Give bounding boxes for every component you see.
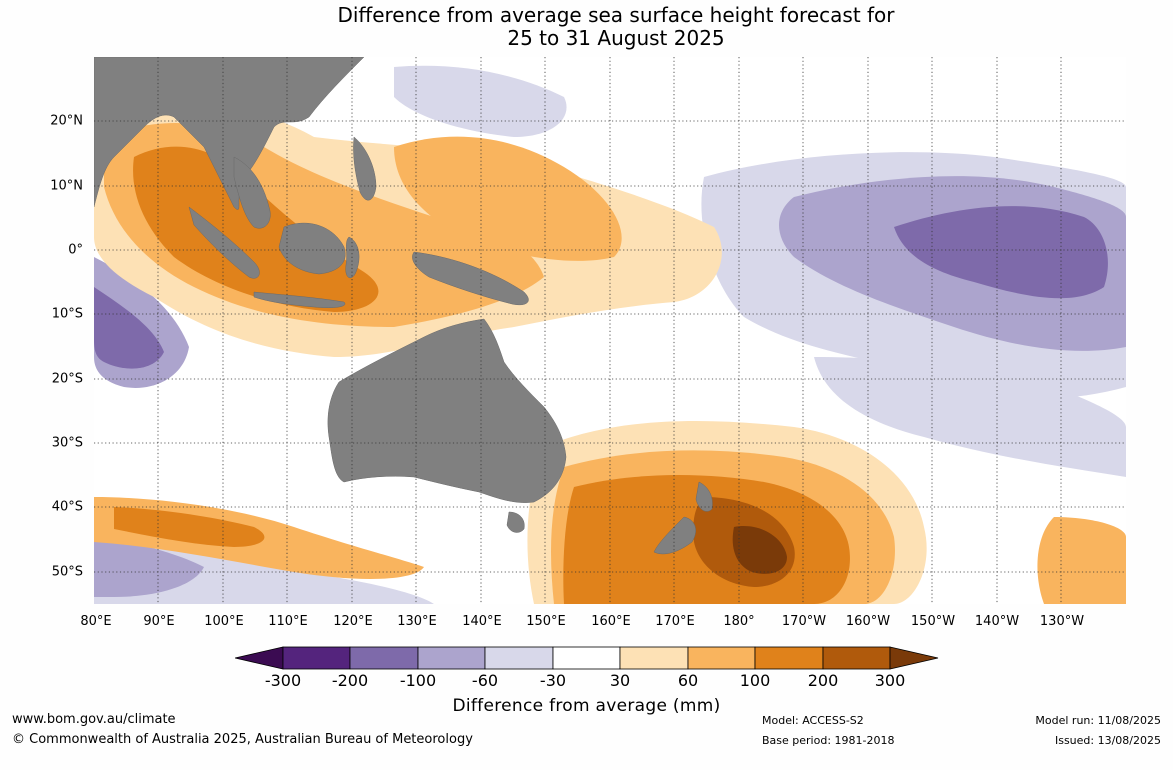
lon-label-130e: 130°E <box>397 614 437 629</box>
lon-label-180: 180° <box>723 614 755 629</box>
anomaly-zone-new-zealand-max <box>732 526 787 574</box>
lat-label-20s: 20°S <box>51 371 83 387</box>
lon-label-170e: 170°E <box>655 614 695 629</box>
anomaly-zone-southern-indian-core <box>114 507 265 547</box>
land-australia <box>327 318 567 503</box>
anomaly-zone-southern-ocean-west-core <box>94 537 204 597</box>
anomaly-zone-warm-pool <box>394 136 622 261</box>
lat-label-0: 0° <box>68 242 83 258</box>
title-line-1: Difference from average sea surface heig… <box>337 3 895 27</box>
lat-label-40s: 40°S <box>51 499 83 515</box>
lon-label-130w: 130°W <box>1039 614 1085 629</box>
anomaly-zone-east-pacific-south <box>814 357 1126 477</box>
lat-label-20n: 20°N <box>50 113 83 129</box>
anomaly-zone-east-pacific-south-high <box>1037 517 1126 604</box>
map-title: Difference from average sea surface heig… <box>0 4 1173 50</box>
title-line-2: 25 to 31 August 2025 <box>507 26 725 50</box>
lon-label-170w: 170°W <box>781 614 827 629</box>
colorbar-segment-gt-300 <box>889 646 939 670</box>
colorbar <box>235 646 939 670</box>
footer-model-run: Model run: 11/08/2025 <box>1035 714 1161 727</box>
land-new-zealand-north <box>695 481 713 512</box>
land-sumatra <box>188 206 260 279</box>
land-tasmania <box>506 511 525 533</box>
lon-label-140e: 140°E <box>462 614 502 629</box>
lon-label-150w: 150°W <box>910 614 956 629</box>
colorbar-segment-100-200 <box>754 646 824 670</box>
anomaly-zone-indian-ocean-core <box>94 287 164 369</box>
land-indochina <box>233 156 271 229</box>
lon-label-120e: 120°E <box>333 614 373 629</box>
lat-label-30s: 30°S <box>51 435 83 451</box>
anomaly-map <box>94 57 1126 604</box>
colorbar-segment-200-300 <box>822 646 891 670</box>
lon-label-140w: 140°W <box>974 614 1020 629</box>
colorbar-segment-200-100 <box>349 646 419 670</box>
colorbar-tick--30: -30 <box>539 671 567 690</box>
colorbar-tick-30: 30 <box>609 671 631 690</box>
land-asia <box>94 57 365 210</box>
colorbar-segment-100-60 <box>417 646 486 670</box>
lon-label-90e: 90°E <box>143 614 175 629</box>
colorbar-tick-100: 100 <box>739 671 771 690</box>
colorbar-tick--60: -60 <box>471 671 499 690</box>
footer-copyright: © Commonwealth of Australia 2025, Austra… <box>12 732 473 747</box>
lon-label-80e: 80°E <box>80 614 112 629</box>
land-masses <box>94 57 713 555</box>
colorbar-segment-300-200 <box>282 646 351 670</box>
lon-label-160e: 160°E <box>591 614 631 629</box>
anomaly-zone-central-pacific-deep <box>894 206 1108 299</box>
lon-label-160w: 160°W <box>845 614 891 629</box>
colorbar-tick-60: 60 <box>677 671 699 690</box>
lat-label-50s: 50°S <box>51 564 83 580</box>
colorbar-segment-60-30 <box>484 646 554 670</box>
colorbar-tick--100: -100 <box>399 671 437 690</box>
anomaly-zone-north-pacific <box>394 65 567 137</box>
land-new-guinea <box>412 251 529 306</box>
lon-label-100e: 100°E <box>204 614 244 629</box>
land-borneo <box>278 222 346 275</box>
colorbar-tick-200: 200 <box>807 671 839 690</box>
colorbar-segment-30-30 <box>552 646 621 670</box>
lat-label-10s: 10°S <box>51 306 83 322</box>
colorbar-title: Difference from average (mm) <box>452 696 721 716</box>
land-philippines <box>353 136 377 201</box>
colorbar-segment-60-100 <box>687 646 756 670</box>
land-java <box>253 291 346 309</box>
colorbar-tick-300: 300 <box>874 671 906 690</box>
grid-lines <box>94 57 1126 604</box>
colorbar-tick--300: -300 <box>264 671 302 690</box>
lon-label-110e: 110°E <box>268 614 308 629</box>
footer-url[interactable]: www.bom.gov.au/climate <box>12 712 176 727</box>
footer-model: Model: ACCESS-S2 <box>762 714 864 727</box>
footer-issued: Issued: 13/08/2025 <box>1054 734 1161 747</box>
lat-label-10n: 10°N <box>50 178 83 194</box>
colorbar-segment-lt-300 <box>235 646 284 670</box>
colorbar-tick--200: -200 <box>331 671 369 690</box>
lon-label-150e: 150°E <box>526 614 566 629</box>
footer-base-period: Base period: 1981-2018 <box>762 734 895 747</box>
land-new-zealand-south <box>653 516 696 555</box>
colorbar-segment-30-60 <box>619 646 689 670</box>
